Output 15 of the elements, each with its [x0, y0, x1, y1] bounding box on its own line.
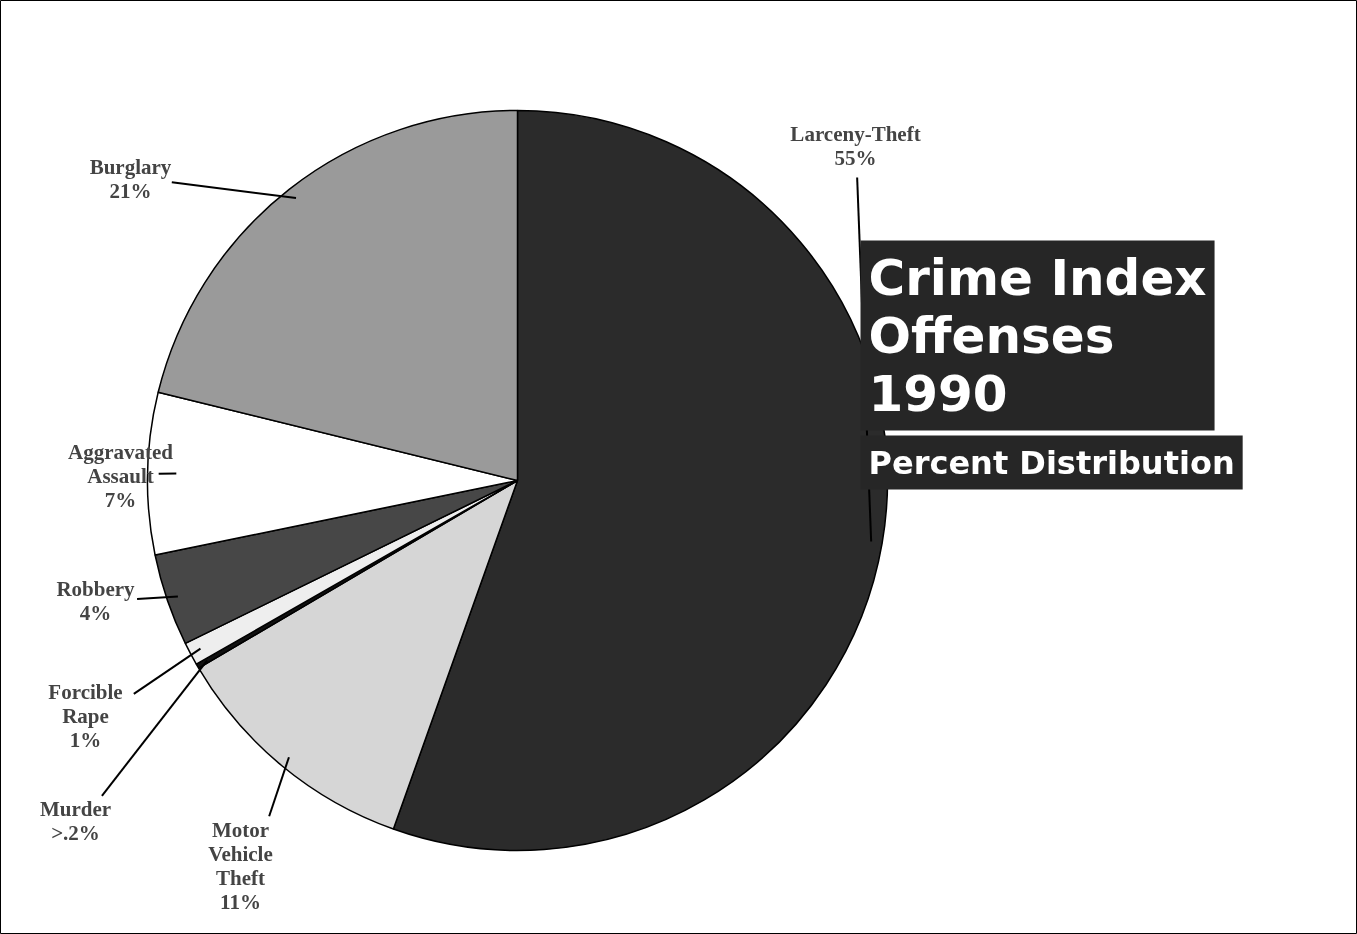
slice-label: Burglary [89, 154, 172, 179]
slice-label: Motor Vehicle Theft [208, 817, 273, 890]
slice-label: Robbery [56, 576, 136, 601]
data-label: 1% [69, 727, 102, 752]
data-label: 7% [104, 487, 137, 512]
data-label: 11% [220, 889, 261, 914]
slice-label: Larceny-Theft [790, 121, 921, 146]
data-label: 4% [79, 600, 112, 625]
text: Percent Distribution [868, 443, 1235, 482]
data-label: >.2% [51, 820, 100, 845]
text: Crime Index Offenses 1990 [868, 248, 1207, 423]
data-label: 21% [109, 178, 152, 203]
data-label: 55% [834, 145, 877, 170]
slice-label: Forcible Rape [48, 679, 123, 728]
slice-label: Murder [39, 796, 112, 821]
